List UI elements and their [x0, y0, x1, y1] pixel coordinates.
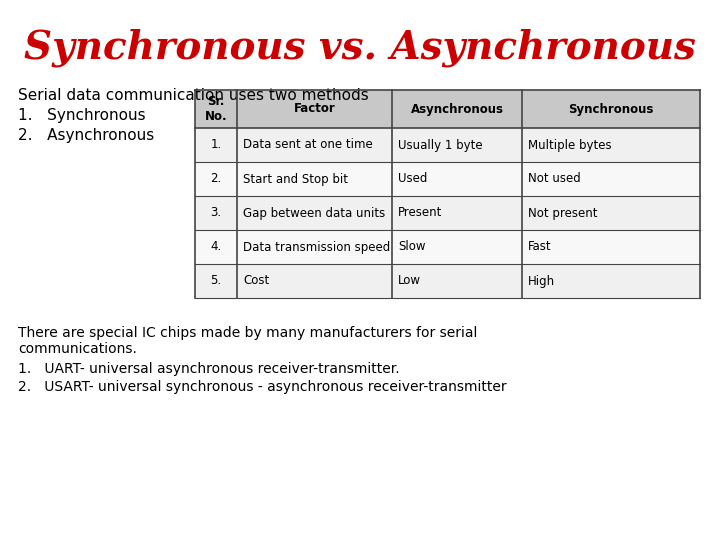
Bar: [195, 196, 700, 230]
Text: Fast: Fast: [528, 240, 552, 253]
Text: Synchronous: Synchronous: [568, 103, 654, 116]
Text: Cost: Cost: [243, 274, 269, 287]
Text: Low: Low: [398, 274, 421, 287]
Text: Slow: Slow: [398, 240, 426, 253]
Bar: [195, 90, 700, 128]
Text: Factor: Factor: [294, 103, 336, 116]
Text: 2.: 2.: [210, 172, 222, 186]
Text: communications.: communications.: [18, 342, 137, 356]
Text: 2.   USART- universal synchronous - asynchronous receiver-transmitter: 2. USART- universal synchronous - asynch…: [18, 380, 507, 394]
Text: Data sent at one time: Data sent at one time: [243, 138, 373, 152]
Text: High: High: [528, 274, 555, 287]
Text: Serial data communication uses two methods: Serial data communication uses two metho…: [18, 88, 369, 103]
Text: Synchronous vs. Asynchronous: Synchronous vs. Asynchronous: [24, 29, 696, 68]
Text: Not present: Not present: [528, 206, 598, 219]
Text: 1.: 1.: [210, 138, 222, 152]
Bar: [195, 230, 700, 264]
Text: Data transmission speed: Data transmission speed: [243, 240, 390, 253]
Text: Usually 1 byte: Usually 1 byte: [398, 138, 482, 152]
Text: 5.: 5.: [210, 274, 222, 287]
Text: 2.   Asynchronous: 2. Asynchronous: [18, 128, 154, 143]
Text: Not used: Not used: [528, 172, 581, 186]
Text: Sr.
No.: Sr. No.: [204, 95, 228, 123]
Text: 3.: 3.: [210, 206, 222, 219]
Text: Gap between data units: Gap between data units: [243, 206, 385, 219]
Text: 1.   Synchronous: 1. Synchronous: [18, 108, 145, 123]
Text: Asynchronous: Asynchronous: [410, 103, 503, 116]
Text: 4.: 4.: [210, 240, 222, 253]
Bar: [195, 162, 700, 196]
Text: Multiple bytes: Multiple bytes: [528, 138, 611, 152]
Text: Used: Used: [398, 172, 428, 186]
Text: Present: Present: [398, 206, 442, 219]
Text: Start and Stop bit: Start and Stop bit: [243, 172, 348, 186]
Text: 1.   UART- universal asynchronous receiver-transmitter.: 1. UART- universal asynchronous receiver…: [18, 362, 400, 376]
Bar: [195, 264, 700, 298]
Text: There are special IC chips made by many manufacturers for serial: There are special IC chips made by many …: [18, 326, 477, 340]
Bar: [195, 128, 700, 162]
